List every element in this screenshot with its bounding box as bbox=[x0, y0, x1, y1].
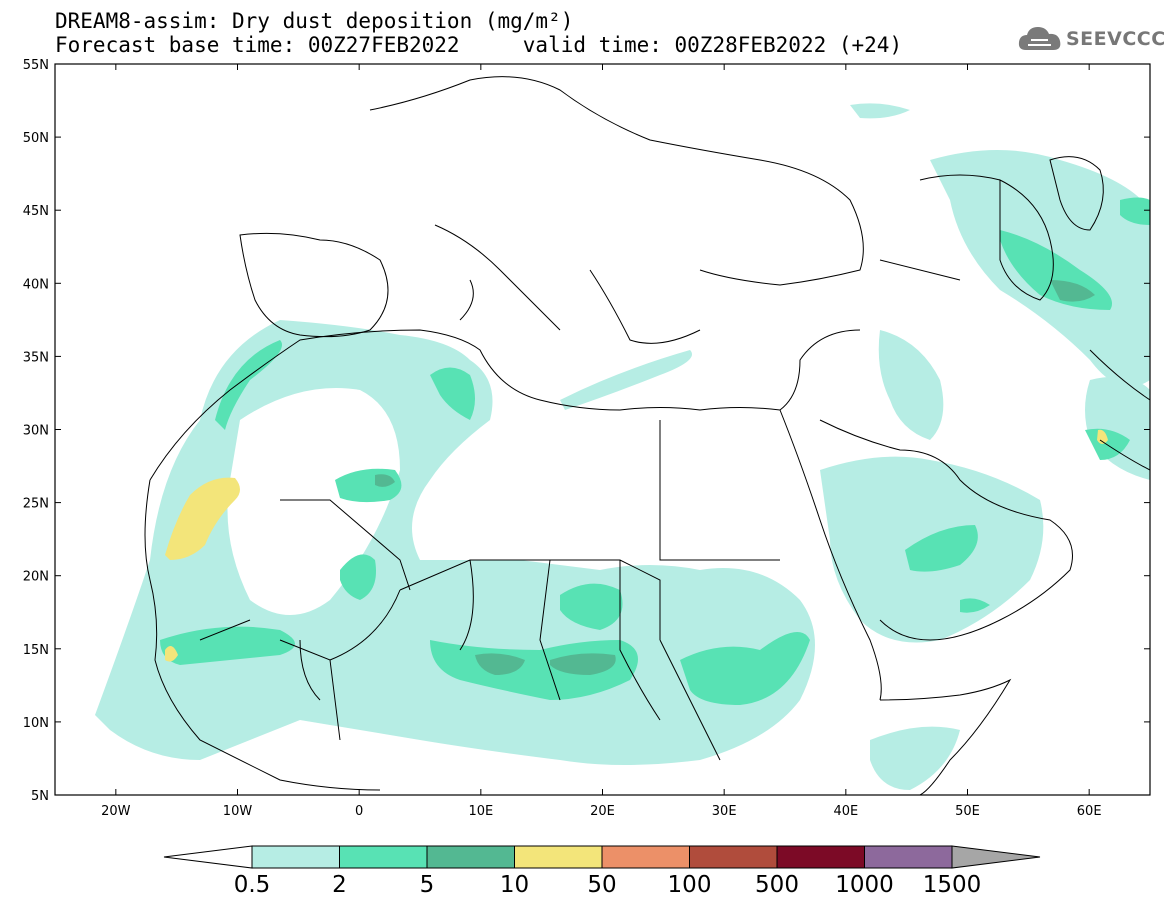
lat-label: 40N bbox=[23, 277, 49, 292]
lon-label: 60E bbox=[1077, 804, 1102, 819]
color-bar bbox=[163, 845, 1041, 869]
colorbar-label: 2 bbox=[332, 872, 347, 898]
colorbar-label: 0.5 bbox=[233, 872, 271, 898]
forecast-time-line: Forecast base time: 00Z27FEB2022 valid t… bbox=[55, 33, 903, 57]
lat-label: 50N bbox=[23, 131, 49, 146]
lat-label: 10N bbox=[23, 716, 49, 731]
lat-label: 20N bbox=[23, 570, 49, 585]
map-title: DREAM8-assim: Dry dust deposition (mg/m²… bbox=[55, 9, 574, 33]
lon-label: 0 bbox=[355, 804, 363, 819]
colorbar-label: 1000 bbox=[835, 872, 894, 898]
dust-deposition-field bbox=[95, 103, 1150, 790]
colorbar-low-arrow bbox=[163, 845, 253, 869]
lat-label: 45N bbox=[23, 204, 49, 219]
colorbar-segment bbox=[251, 845, 340, 869]
lon-label: 10E bbox=[468, 804, 493, 819]
colorbar-segment bbox=[689, 845, 778, 869]
colorbar-segment bbox=[426, 845, 515, 869]
colorbar-label: 500 bbox=[755, 872, 799, 898]
lat-label: 5N bbox=[31, 789, 49, 804]
lat-label: 15N bbox=[23, 643, 49, 658]
colorbar-segment bbox=[514, 845, 603, 869]
logo-text: SEEVCCC bbox=[1066, 28, 1165, 50]
colorbar-high-arrow bbox=[951, 845, 1041, 869]
colorbar-segment bbox=[601, 845, 690, 869]
lat-label: 30N bbox=[23, 424, 49, 439]
seevccc-logo: SEEVCCC bbox=[1018, 22, 1165, 58]
lat-label: 25N bbox=[23, 497, 49, 512]
lon-label: 10W bbox=[223, 804, 253, 819]
latitude-ticks: 55N 50N 45N 40N 35N 30N 25N 20N 15N 10N 5N bbox=[23, 58, 1150, 804]
colorbar-segment bbox=[864, 845, 953, 869]
colorbar-label: 1500 bbox=[922, 872, 982, 898]
lon-label: 20W bbox=[101, 804, 131, 819]
colorbar-label: 5 bbox=[419, 872, 435, 898]
lat-label: 55N bbox=[23, 58, 49, 73]
lon-label: 40E bbox=[833, 804, 858, 819]
colorbar-label: 100 bbox=[667, 872, 712, 898]
colorbar-label: 50 bbox=[587, 872, 617, 898]
colorbar-label: 10 bbox=[499, 872, 530, 898]
lon-label: 50E bbox=[955, 804, 980, 819]
lon-label: 30E bbox=[712, 804, 737, 819]
lon-label: 20E bbox=[590, 804, 615, 819]
cloud-icon bbox=[1018, 27, 1061, 50]
colorbar-segment bbox=[339, 845, 428, 869]
colorbar-segment bbox=[776, 845, 865, 869]
lat-label: 35N bbox=[23, 350, 49, 365]
longitude-ticks: 20W 10W 0 10E 20E 30E 40E 50E 60E bbox=[101, 64, 1102, 819]
coastlines bbox=[144, 76, 1150, 795]
